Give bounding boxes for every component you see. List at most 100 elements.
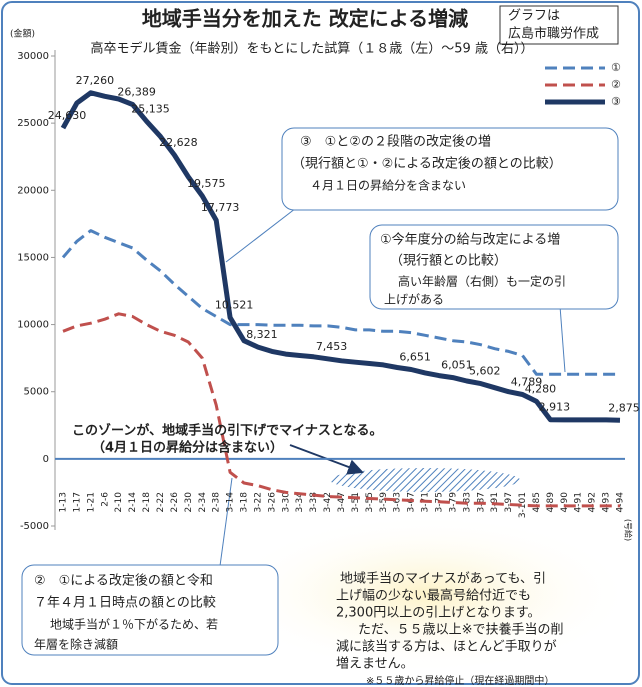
x-tick-label: 4-89 xyxy=(546,492,556,513)
x-tick-label: 3-51 xyxy=(351,492,361,512)
annotation: ①今年度分の給与改定による増 xyxy=(380,232,560,248)
x-tick-label: 3-34 xyxy=(295,492,305,513)
series-line xyxy=(60,90,621,423)
annotation: このゾーンが、地域手当の引下げでマイナスとなる。 xyxy=(72,423,382,439)
annotation: ただ、５５歳以上※で扶養手当の削 xyxy=(358,622,564,638)
annotation: ７年４月１日時点の額との比較 xyxy=(34,596,216,611)
data-label: 4,789 xyxy=(511,376,543,389)
annotation: ② ①による改定後の額と令和 xyxy=(34,574,213,589)
x-tick-label: 4-90 xyxy=(560,492,570,513)
x-tick-label: 2-22 xyxy=(156,492,166,512)
chart-title: 地域手当分を加えた 改定による増減 xyxy=(142,7,468,31)
x-tick-label: 3-47 xyxy=(337,492,347,512)
data-label: 10,521 xyxy=(215,299,254,312)
data-label: 6,651 xyxy=(399,351,431,364)
x-axis-label: (号給) xyxy=(624,519,634,541)
y-tick-label: -5000 xyxy=(20,521,49,532)
annotation: 地域手当のマイナスがあっても、引 xyxy=(340,572,546,587)
x-tick-label: 1-21 xyxy=(86,492,96,512)
annotation: ③ ①と②の２段階の改定後の増 xyxy=(300,135,491,150)
credit-box xyxy=(499,5,619,45)
subtitle: 高卒モデル賃金（年齢別）をもとにした試算（１８歳（左）～59 歳（右）） xyxy=(91,41,534,57)
x-tick-label: 3-30 xyxy=(281,492,291,513)
x-tick-label: 3-59 xyxy=(379,492,389,513)
x-tick-label: 3-101 xyxy=(518,492,528,518)
annotation: 上げがある xyxy=(384,292,444,307)
annotation-box xyxy=(281,127,619,211)
x-tick-label: 2-10 xyxy=(114,492,124,513)
credit: グラフは xyxy=(508,9,560,24)
x-tick-label: 2-14 xyxy=(128,492,138,513)
note-glow xyxy=(223,514,633,674)
x-tick-label: 3-14 xyxy=(226,492,236,513)
x-tick-label: 3-91 xyxy=(490,492,500,512)
annotation: （4月１日の昇給分は含まない） xyxy=(92,440,283,456)
annotation: 高い年齢層（右側）も一定の引 xyxy=(398,274,566,289)
data-label: 22,628 xyxy=(159,136,198,149)
x-tick-label: 4-92 xyxy=(588,492,598,512)
x-tick-label: 3-42 xyxy=(323,492,333,512)
annotation: （現行額との比較） xyxy=(390,254,507,269)
y-tick-label: 25000 xyxy=(17,118,49,129)
x-tick-label: 3-79 xyxy=(448,492,458,513)
annotation: 年層を除き減額 xyxy=(34,637,118,652)
x-tick-label: 3-22 xyxy=(253,492,263,512)
callout-line xyxy=(219,477,233,567)
data-label: 27,260 xyxy=(76,74,115,87)
annotation: 上げ幅の少ない最高号給付近でも xyxy=(336,588,531,604)
y-tick-label: 15000 xyxy=(17,252,49,263)
data-label: 26,389 xyxy=(117,85,156,98)
x-tick-label: 4-94 xyxy=(616,492,626,513)
annotation: ※５５歳から昇給停止（現在経過期間中） xyxy=(366,674,554,687)
y-tick-label: 20000 xyxy=(17,185,49,196)
data-label: 25,135 xyxy=(131,102,170,115)
y-tick-label: 10000 xyxy=(17,320,49,331)
annotation-box xyxy=(369,224,619,310)
zone-area xyxy=(330,468,520,492)
series-line xyxy=(61,229,620,376)
data-label: 17,773 xyxy=(201,201,240,214)
annotation: 2,300円以上の引上げとなります。 xyxy=(336,606,541,621)
x-tick-label: 3-63 xyxy=(393,492,403,512)
data-label: 2,875 xyxy=(608,401,640,414)
x-tick-label: 2-6 xyxy=(100,492,110,507)
x-tick-label: 2-30 xyxy=(184,492,194,513)
callout-line xyxy=(559,305,566,373)
y-tick-label: 30000 xyxy=(17,51,49,62)
y-tick-label: 0 xyxy=(43,454,49,465)
y-axis-label: (金額) xyxy=(10,28,35,40)
annotation: ４月１日の昇給分を含まない xyxy=(310,178,466,193)
x-tick-label: 2-34 xyxy=(198,492,208,513)
callout-line xyxy=(225,204,301,263)
data-label: 7,453 xyxy=(316,340,348,353)
legend-label: ③ xyxy=(611,95,621,108)
credit: 広島市職労作成 xyxy=(508,26,599,42)
x-tick-label: 2-26 xyxy=(170,492,180,513)
x-tick-label: 1-13 xyxy=(59,492,69,512)
x-tick-label: 2-18 xyxy=(142,492,152,513)
x-tick-label: 3-26 xyxy=(267,492,277,513)
x-tick-label: 3-18 xyxy=(240,492,250,513)
legend-label: ① xyxy=(611,61,621,74)
data-label: 8,321 xyxy=(246,328,278,341)
x-tick-label: 3-97 xyxy=(504,492,514,512)
x-tick-label: 4-93 xyxy=(602,492,612,512)
data-label: 5,602 xyxy=(469,365,501,378)
x-tick-label: 3-38 xyxy=(309,492,319,513)
x-tick-label: 1-17 xyxy=(72,492,82,512)
data-label: 2,913 xyxy=(539,401,571,414)
y-tick-label: 5000 xyxy=(24,387,49,398)
data-label: 4,280 xyxy=(525,382,557,395)
x-tick-label: 2-38 xyxy=(212,492,222,513)
x-tick-label: 3-67 xyxy=(407,492,417,512)
data-label: 24,630 xyxy=(48,109,87,122)
series-line xyxy=(62,312,620,508)
x-tick-label: 4-85 xyxy=(532,492,542,512)
annotation: （現行額と①・②による改定後の額との比較） xyxy=(292,157,562,172)
annotation-box xyxy=(21,564,279,656)
annotation: 減に該当する方は、ほとんど手取りが xyxy=(336,639,557,655)
data-label: 19,575 xyxy=(187,177,226,190)
data-label: 6,051 xyxy=(441,359,473,372)
